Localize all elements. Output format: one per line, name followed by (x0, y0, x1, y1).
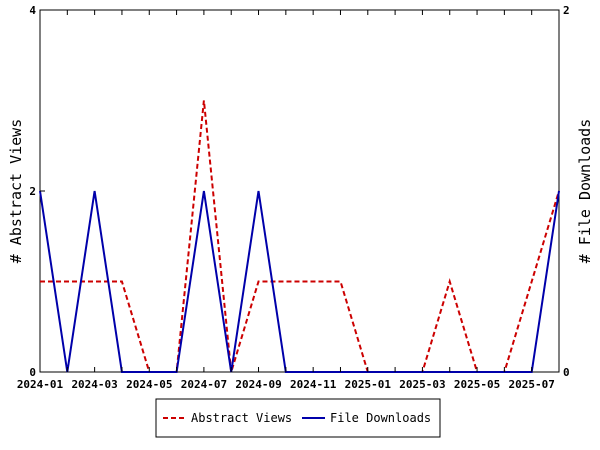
x-tick-label: 2025-03 (399, 378, 445, 391)
series-line-file-downloads (39, 190, 560, 373)
x-tick-label: 2024-05 (126, 378, 172, 391)
left-y-tick-label: 0 (29, 366, 36, 379)
x-tick-label: 2024-11 (290, 378, 337, 391)
x-tick-label: 2025-01 (345, 378, 392, 391)
x-tick-label: 2024-01 (17, 378, 64, 391)
series-line-abstract-views (40, 100, 560, 373)
x-axis-ticks: 2024-01 2024-03 2024-05 2024-07 2024-09 2024-… (17, 10, 560, 391)
plot-area (39, 9, 560, 373)
x-tick-label: 2024-07 (181, 378, 227, 391)
left-y-tick-label: 4 (29, 4, 36, 17)
legend-label-file-downloads: File Downloads (330, 411, 431, 425)
left-y-axis-ticks: 0 2 4 (29, 4, 45, 379)
right-y-tick-label: 2 (563, 4, 570, 17)
left-y-axis-title: # Abstract Views (7, 119, 25, 264)
legend: Abstract Views File Downloads (155, 398, 441, 438)
right-y-axis-title: # File Downloads (576, 119, 594, 264)
legend-label-abstract-views: Abstract Views (191, 411, 292, 425)
series-layer (39, 100, 560, 373)
x-tick-label: 2025-05 (454, 378, 500, 391)
x-tick-label: 2024-03 (71, 378, 117, 391)
x-tick-label: 2024-09 (235, 378, 281, 391)
right-y-axis-ticks: 02 (554, 4, 570, 379)
right-y-tick-label: 0 (563, 366, 570, 379)
x-tick-label: 2025-07 (509, 378, 555, 391)
legend-box (155, 398, 441, 438)
left-y-tick-label: 2 (29, 185, 36, 198)
